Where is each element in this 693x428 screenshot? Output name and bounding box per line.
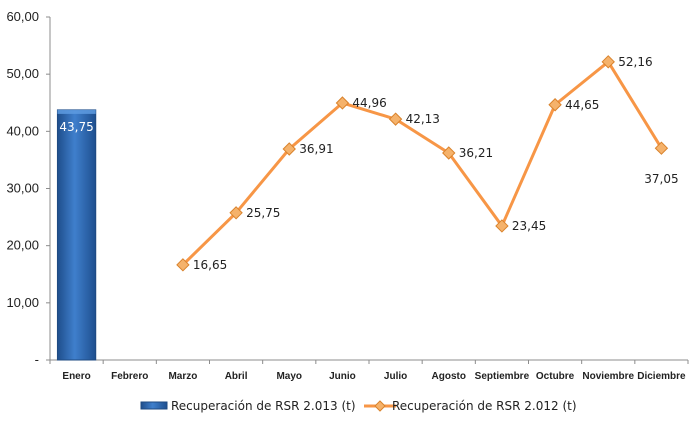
- bar: [56, 109, 97, 361]
- y-tick-label: 40,00: [6, 123, 39, 138]
- line-data-label: 37,05: [644, 172, 678, 186]
- line-marker: [442, 146, 456, 160]
- line-data-label: 16,65: [193, 258, 227, 272]
- x-tick-label: Octubre: [536, 371, 575, 382]
- x-tick-label: Julio: [384, 371, 407, 382]
- line-data-label: 42,13: [406, 112, 440, 126]
- x-tick-label: Mayo: [276, 371, 302, 382]
- y-tick-label: 30,00: [6, 181, 39, 196]
- line-series-path: [181, 60, 663, 266]
- line-data-label: 36,21: [459, 146, 493, 160]
- x-tick-label: Noviembre: [582, 371, 634, 382]
- line-data-label: 44,65: [565, 98, 599, 112]
- legend-label-bar: Recuperación de RSR 2.013 (t): [171, 399, 356, 413]
- line-data-label: 52,16: [618, 55, 652, 69]
- bar-top-highlight: [57, 109, 96, 114]
- line-data-label: 36,91: [299, 142, 333, 156]
- bar-data-label: 43,75: [59, 120, 93, 134]
- line-marker: [176, 258, 190, 272]
- x-tick-label: Junio: [329, 371, 356, 382]
- line-marker: [548, 98, 562, 112]
- y-tick-label: 10,00: [6, 295, 39, 310]
- y-tick-label: -: [35, 352, 39, 367]
- line-data-label: 25,75: [246, 206, 280, 220]
- line-data-label: 44,96: [352, 96, 386, 110]
- x-tick-label: Febrero: [111, 371, 148, 382]
- x-tick-label: Enero: [62, 371, 90, 382]
- x-tick-label: Marzo: [168, 371, 197, 382]
- legend-swatch-marker: [374, 400, 386, 412]
- line-marker: [388, 112, 403, 126]
- x-tick-label: Septiembre: [475, 371, 530, 382]
- y-tick-label: 60,00: [6, 9, 39, 24]
- x-tick-label: Abril: [225, 371, 248, 382]
- x-tick-label: Agosto: [432, 371, 466, 382]
- legend-label-line: Recuperación de RSR 2.012 (t): [392, 399, 577, 413]
- line-data-label: 23,45: [512, 219, 546, 233]
- x-tick-label: Diciembre: [637, 371, 686, 382]
- line-marker: [335, 96, 350, 110]
- y-tick-label: 50,00: [6, 66, 39, 81]
- y-tick-label: 20,00: [6, 238, 39, 253]
- line-marker: [601, 55, 615, 69]
- legend-swatch-bar: [140, 401, 168, 410]
- line-marker: [654, 141, 669, 155]
- line-marker: [229, 206, 243, 220]
- line-marker: [282, 142, 296, 156]
- line-marker: [495, 219, 509, 233]
